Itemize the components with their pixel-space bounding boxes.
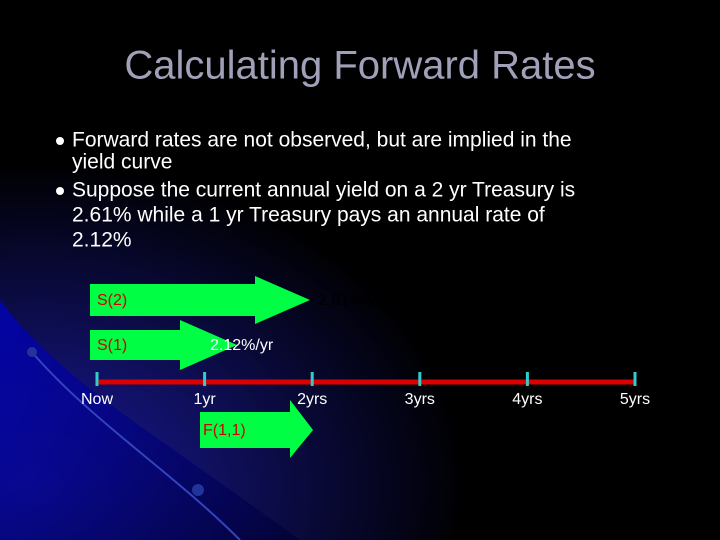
bullet-text: Forward rates are not observed, but are … [72,129,572,152]
arrow [200,400,313,458]
timeline-label: Now [81,391,113,408]
bullet-text: yield curve [72,151,172,174]
decor-swoosh [0,300,300,540]
arrow-rate: 2.61%/yr [318,292,382,309]
timeline-label: 1yr [193,391,216,408]
bullet-text: 2.12% [72,229,132,252]
bullet-dot [56,137,64,145]
arrow [90,276,310,324]
arrow-label: S(2) [97,292,127,309]
decor-dot [27,347,37,357]
timeline-label: 5yrs [620,391,650,408]
timeline-ticks: Now 1yr 2yrs 3yrs 4yrs 5yrs [81,372,650,408]
timeline-label: 2yrs [297,391,327,408]
bullet-dot [56,187,64,195]
arrow-label: S(1) [97,337,127,354]
timeline-label: 3yrs [405,391,435,408]
arrow-label: F(1,1) [203,422,246,439]
bullet-text: 2.61% while a 1 yr Treasury pays an annu… [72,204,545,227]
bullet-text: Suppose the current annual yield on a 2 … [72,179,575,202]
title: Calculating Forward Rates [124,44,595,88]
arrow-rate: 2.12%/yr [210,337,274,354]
arrow [90,320,237,370]
decor-dot [192,484,204,496]
decor-curve [29,349,241,540]
timeline-label: 4yrs [512,391,542,408]
